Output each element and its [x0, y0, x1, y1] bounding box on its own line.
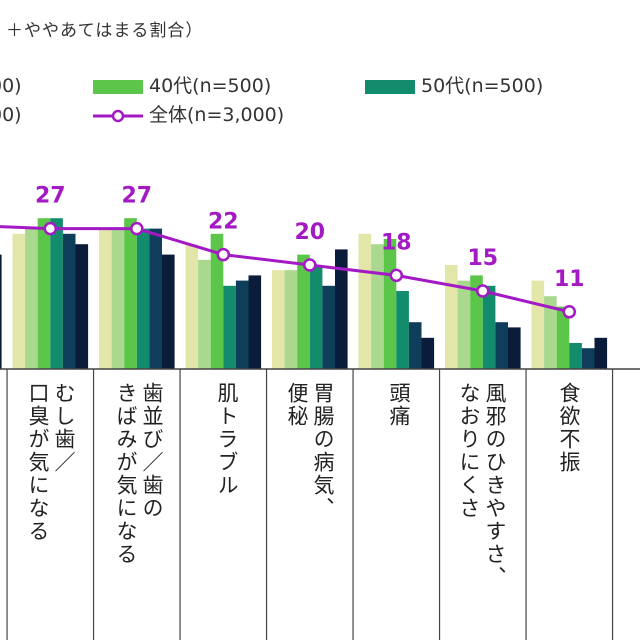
- bar-s5-cat-6: [495, 322, 508, 369]
- category-label-icho: 胃腸の病気、 便秘: [285, 382, 335, 520]
- bar-s1-cat-4: [272, 270, 285, 369]
- bar-s5-cat-7: [581, 348, 595, 369]
- total-marker-cat-1: [43, 221, 58, 236]
- legend-label-50s: 50代(n=500): [421, 75, 544, 97]
- bar-s6-cat-5: [421, 337, 435, 369]
- total-data-label-cat-5: 18: [381, 230, 412, 255]
- bar-s6-cat-0: [0, 254, 2, 369]
- bar-s1-cat-2: [99, 228, 112, 369]
- legend-item-partial-top: 00): [0, 75, 22, 97]
- total-data-label-cat-1: 27: [35, 184, 66, 209]
- bar-s6-cat-7: [594, 337, 608, 369]
- bar-s5-cat-3: [235, 280, 249, 369]
- bar-50s-cat-2: [136, 228, 150, 369]
- total-marker-cat-6: [476, 284, 490, 298]
- bar-s2-cat-5: [371, 244, 384, 369]
- bar-s6-cat-6: [508, 327, 521, 369]
- legend-item-40s: 40代(n=500): [93, 75, 271, 97]
- bar-50s-cat-6: [482, 285, 496, 369]
- category-label-hada: 肌トラブル: [215, 382, 239, 497]
- bar-s6-cat-4: [335, 249, 348, 369]
- bar-s2-cat-2: [111, 228, 125, 369]
- bar-s6-cat-2: [162, 254, 175, 369]
- bar-40s-cat-3: [210, 233, 224, 369]
- bar-40s-cat-1: [37, 218, 51, 369]
- bar-50s-cat-1: [50, 218, 63, 369]
- total-marker-cat-2: [130, 221, 144, 236]
- bar-s1-cat-5: [358, 233, 372, 369]
- bar-s6-cat-1: [75, 244, 89, 369]
- total-data-label-cat-4: 20: [294, 220, 325, 245]
- total-data-label-cat-2: 27: [121, 184, 152, 209]
- bar-s5-cat-1: [62, 233, 76, 369]
- legend-swatch-40s: [93, 79, 143, 94]
- legend-swatch-50s: [365, 79, 415, 94]
- bar-50s-cat-4: [309, 265, 323, 369]
- bar-s1-cat-3: [185, 244, 199, 369]
- bar-s5-cat-5: [408, 322, 422, 369]
- total-data-label-cat-6: 15: [467, 246, 498, 271]
- bar-40s-cat-2: [124, 218, 137, 369]
- total-marker-cat-4: [303, 258, 317, 272]
- bar-40s-cat-6: [470, 275, 483, 369]
- bar-50s-cat-3: [223, 285, 236, 369]
- bar-s6-cat-3: [248, 275, 262, 369]
- legend-item-total: 全体(n=3,000): [93, 104, 284, 126]
- category-label-zutsu: 頭痛: [387, 382, 411, 428]
- legend-item-50s: 50代(n=500): [365, 75, 543, 97]
- bar-s1-cat-1: [12, 233, 26, 369]
- legend-swatch-total-line: [93, 109, 143, 122]
- total-marker-cat-5: [389, 268, 404, 283]
- bar-40s-cat-5: [383, 239, 397, 369]
- bar-50s-cat-7: [569, 343, 582, 369]
- bar-s2-cat-1: [25, 228, 38, 369]
- legend-label-40s: 40代(n=500): [149, 75, 272, 97]
- total-marker-cat-7: [562, 305, 577, 319]
- legend-item-partial-bottom: 00): [0, 104, 22, 126]
- legend-label-total: 全体(n=3,000): [149, 104, 285, 126]
- bar-40s-cat-7: [556, 306, 570, 369]
- bar-s2-cat-3: [198, 259, 211, 369]
- bar-50s-cat-5: [396, 291, 409, 369]
- legend-label-partial-top: 00): [0, 75, 22, 97]
- bar-s2-cat-6: [457, 280, 471, 369]
- bar-s2-cat-4: [284, 270, 298, 369]
- total-marker-cat-3: [216, 247, 231, 262]
- total-line-lead: [0, 225, 51, 231]
- total-data-label-cat-3: 22: [208, 210, 239, 235]
- bar-s5-cat-2: [149, 228, 162, 369]
- bar-40s-cat-4: [297, 254, 310, 369]
- category-label-kaze: 風邪のひきやすさ、 なおりにくさ: [457, 382, 507, 589]
- category-label-shokuyoku: 食欲不振: [557, 382, 581, 474]
- legend-label-partial-bottom: 00): [0, 104, 22, 126]
- bar-s1-cat-6: [445, 265, 458, 369]
- category-label-hanarabi: 歯並び／歯の きばみが気になる: [114, 382, 164, 566]
- bar-s1-cat-7: [531, 280, 545, 369]
- total-data-label-cat-7: 11: [554, 267, 585, 292]
- bar-s5-cat-4: [322, 285, 335, 369]
- chart-subtitle: ＋ややあてはまる割合）: [6, 21, 204, 41]
- category-label-mushiba: むし歯／ 口臭が気になる: [26, 382, 76, 543]
- bar-s2-cat-7: [544, 296, 557, 369]
